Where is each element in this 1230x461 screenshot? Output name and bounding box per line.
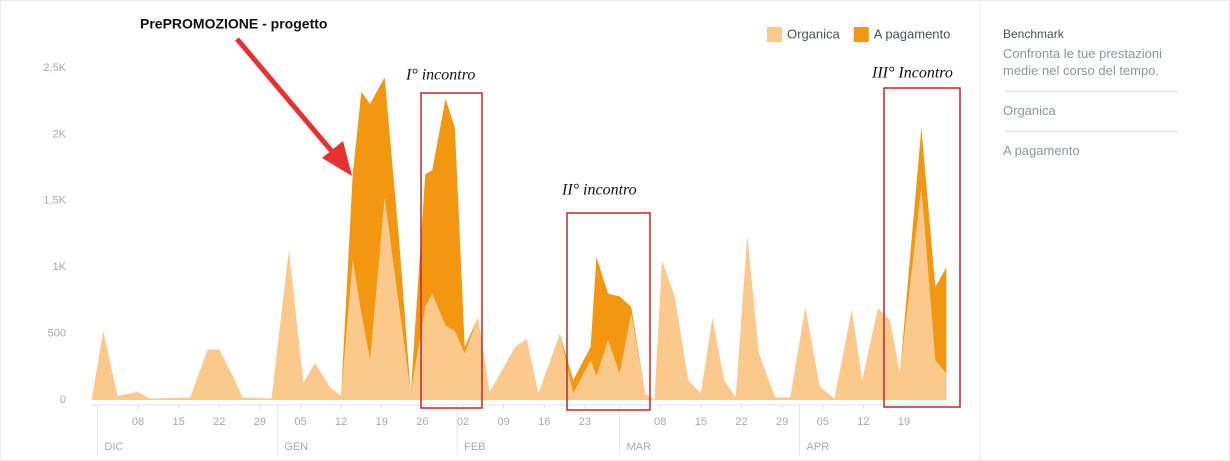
highlight-box: [883, 87, 961, 408]
x-tick-label: 23: [579, 416, 591, 428]
annotation: I° incontro: [405, 67, 475, 84]
y-tick-label: 1,5K: [43, 195, 66, 207]
month-label: FEB: [464, 441, 485, 453]
highlight-box: [566, 212, 651, 411]
y-tick-label: 1K: [53, 261, 67, 273]
x-tick-label: 02: [457, 416, 469, 428]
x-tick-label: 05: [817, 416, 829, 428]
arrow-shaft: [235, 37, 337, 157]
legend-swatch: [767, 27, 783, 42]
annotation: III° Incontro: [871, 65, 953, 82]
y-tick-label: 2K: [53, 128, 67, 140]
x-tick-label: 19: [898, 416, 910, 428]
arrow-head: [322, 141, 352, 176]
legend-label: Organica: [787, 26, 841, 41]
y-tick-label: 0: [60, 394, 66, 406]
month-label: MAR: [627, 441, 652, 453]
legend-label: A pagamento: [874, 26, 951, 41]
legend-swatch: [853, 27, 869, 42]
x-tick-label: 15: [173, 416, 185, 428]
sidebar-title: Benchmark: [1003, 27, 1064, 41]
area: [91, 187, 947, 400]
x-tick-label: 26: [416, 416, 428, 428]
x-tick-label: 22: [735, 416, 747, 428]
sidebar-item[interactable]: Organica: [1003, 91, 1178, 119]
x-tick-label: 19: [376, 416, 388, 428]
sidebar-description: Confronta le tue prestazioni medie nel c…: [1003, 46, 1162, 78]
sidebar: Benchmark Confronta le tue prestazioni m…: [1003, 26, 1178, 159]
arrow: [235, 37, 352, 176]
month-label: APR: [807, 441, 830, 453]
x-tick-label: 16: [538, 416, 550, 428]
x-tick-label: 08: [654, 416, 666, 428]
x-tick-label: 09: [497, 416, 509, 428]
x-tick-label: 29: [254, 416, 266, 428]
x-tick-label: 08: [132, 416, 144, 428]
annotation: II° incontro: [561, 182, 637, 199]
plot: 0 500 1K 1,5K 2K 2,5K 08 15 22 29 05 12 19 26 02 09 16 23…: [43, 62, 951, 455]
x-tick-label: 15: [695, 416, 707, 428]
x-tick-label: 12: [335, 416, 347, 428]
month-label: DIC: [104, 441, 123, 453]
y-tick-label: 500: [48, 328, 66, 340]
chart-title: PrePROMOZIONE - progetto: [140, 16, 327, 32]
x-tick-label: 05: [294, 416, 306, 428]
month-label: GEN: [284, 441, 308, 453]
x-tick-label: 12: [857, 416, 869, 428]
sidebar-item[interactable]: A pagamento: [1003, 131, 1178, 159]
y-tick-label: 2,5K: [43, 62, 66, 74]
x-tick-label: 29: [776, 416, 788, 428]
highlight-box: [420, 92, 483, 409]
x-tick-label: 22: [213, 416, 225, 428]
